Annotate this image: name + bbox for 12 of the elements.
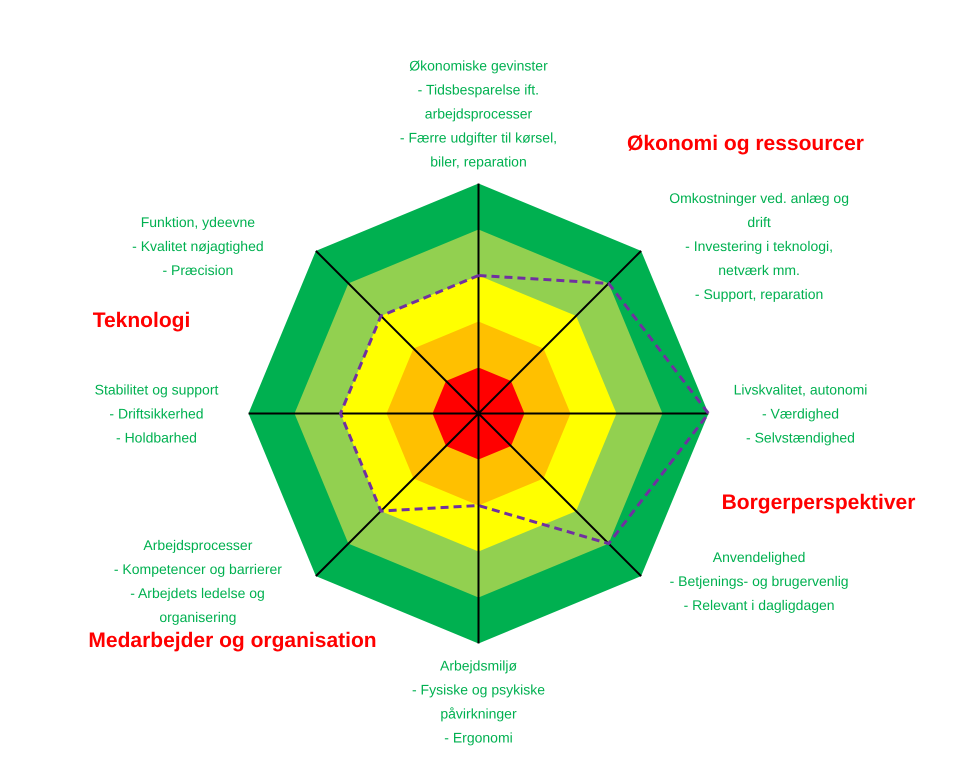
text: Medarbejder og organisation <box>88 629 377 652</box>
text: Økonomi og ressourcer <box>627 132 864 155</box>
spoke-label: Livskvalitet, autonomi - Værdighed - Selvstændighed <box>734 382 868 446</box>
spoke-label: Omkostninger ved. anlæg og drift - Investering i teknologi, netværk mm. - Support, reparation <box>669 190 849 302</box>
spoke-label: Stabilitet og support - Driftsikkerhed - Holdbarhed <box>94 382 218 446</box>
spoke-label: Funktion, ydeevne - Kvalitet nøjagtighed - Præcision <box>132 214 264 278</box>
spoke-label: Anvendelighed - Betjenings- og brugervenlig - Relevant i dagligdagen <box>670 549 849 614</box>
text: Borgerperspektiver <box>722 491 916 514</box>
spoke-label: Arbejdsprocesser - Kompetencer og barrierer - Arbejdets ledelse og organisering <box>114 537 282 626</box>
text: Teknologi <box>92 309 190 332</box>
spoke-label: Økonomiske gevinster - Tidsbesparelse ift. arbejdsprocesser - Færre udgifter til kørsel, biler, reparation <box>400 58 558 170</box>
spoke-label: Arbejdsmiljø - Fysiske og psykiske påvirkninger - Ergonomi <box>412 657 546 746</box>
